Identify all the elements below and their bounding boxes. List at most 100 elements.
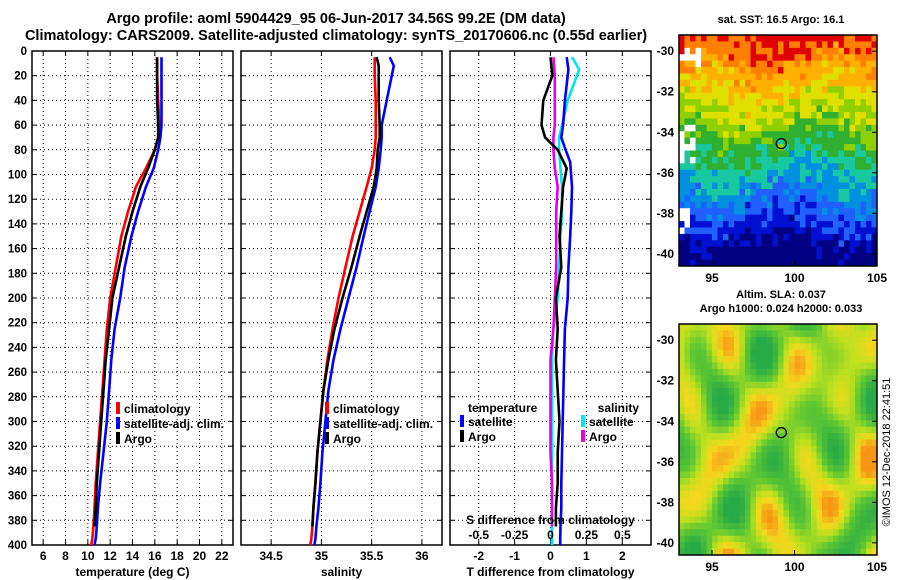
map-cell bbox=[750, 497, 757, 505]
map-cell bbox=[756, 118, 762, 126]
timestamp-stamp: ©IMOS 12-Dec-2018 22:41:51 bbox=[881, 378, 893, 527]
map-cell bbox=[855, 336, 861, 344]
map-cell bbox=[723, 394, 729, 402]
map-cell bbox=[772, 471, 779, 479]
map-cell bbox=[805, 189, 812, 196]
map-cell bbox=[827, 394, 834, 402]
map-cell bbox=[822, 201, 828, 209]
map-cell bbox=[844, 394, 850, 402]
map-cell bbox=[690, 86, 696, 94]
map-cell bbox=[701, 439, 707, 447]
map-cell bbox=[684, 54, 691, 62]
map-cell bbox=[833, 259, 839, 267]
map-cell bbox=[717, 60, 724, 68]
map-cell bbox=[761, 362, 768, 370]
map-cell bbox=[844, 413, 850, 421]
map-cell bbox=[827, 144, 834, 151]
map-cell bbox=[706, 118, 713, 126]
map-cell bbox=[717, 368, 724, 376]
map-cell bbox=[838, 60, 845, 68]
map-cell bbox=[822, 439, 828, 447]
map-cell bbox=[690, 253, 696, 260]
map-cell bbox=[756, 324, 762, 331]
map-cell bbox=[789, 240, 795, 248]
map-cell bbox=[723, 47, 729, 55]
map-cell bbox=[800, 99, 806, 106]
map-cell bbox=[690, 433, 696, 440]
map-cell bbox=[855, 368, 861, 376]
map-cell bbox=[701, 137, 707, 145]
map-cell bbox=[745, 227, 751, 235]
map-cell bbox=[789, 510, 795, 517]
map-cell bbox=[684, 92, 691, 100]
map-cell bbox=[772, 349, 779, 357]
map-cell bbox=[871, 426, 878, 434]
map-cell bbox=[706, 201, 713, 209]
map-cell bbox=[728, 35, 735, 42]
map-x-tick-label: 100 bbox=[784, 560, 804, 574]
map-cell bbox=[701, 240, 707, 248]
map-cell bbox=[701, 529, 707, 537]
map-cell bbox=[679, 221, 685, 228]
map-cell bbox=[794, 535, 801, 543]
map-cell bbox=[844, 510, 850, 517]
y-tick-label: 160 bbox=[8, 244, 27, 256]
map-cell bbox=[723, 465, 729, 472]
map-cell bbox=[827, 336, 834, 344]
map-cell bbox=[827, 79, 834, 87]
map-cell bbox=[860, 35, 867, 42]
map-cell bbox=[866, 478, 872, 485]
map-cell bbox=[772, 381, 779, 389]
map-cell bbox=[767, 169, 773, 177]
map-cell bbox=[866, 118, 872, 126]
map-cell bbox=[778, 401, 784, 408]
map-cell bbox=[827, 362, 834, 370]
map-cell bbox=[717, 458, 724, 466]
map-cell bbox=[734, 259, 740, 267]
map-cell bbox=[822, 246, 828, 254]
map-cell bbox=[739, 176, 746, 183]
map-cell bbox=[849, 137, 856, 145]
map-cell bbox=[811, 259, 817, 267]
map-cell bbox=[712, 150, 718, 158]
map-cell bbox=[706, 452, 713, 460]
map-cell bbox=[816, 35, 823, 42]
map-cell bbox=[739, 73, 746, 81]
map-cell bbox=[706, 330, 713, 338]
map-cell bbox=[734, 497, 740, 505]
map-cell bbox=[838, 426, 845, 434]
map-cell bbox=[690, 233, 696, 241]
map-cell bbox=[800, 401, 806, 408]
map-cell bbox=[734, 381, 740, 389]
map-cell bbox=[849, 214, 856, 222]
y-tick-label: 320 bbox=[8, 441, 27, 453]
map-cell bbox=[712, 60, 718, 68]
map-cell bbox=[750, 79, 757, 87]
map-cell bbox=[706, 221, 713, 228]
map-cell bbox=[811, 478, 817, 485]
map-cell bbox=[734, 118, 740, 126]
map-cell bbox=[833, 41, 839, 49]
map-cell bbox=[734, 131, 740, 139]
map-cell bbox=[822, 394, 828, 402]
y-tick-label: 60 bbox=[14, 120, 27, 132]
map-cell bbox=[717, 189, 724, 196]
map-cell bbox=[855, 99, 861, 106]
map-cell bbox=[745, 478, 751, 485]
map-cell bbox=[717, 54, 724, 62]
map-cell bbox=[816, 73, 823, 81]
map-cell bbox=[695, 163, 702, 171]
map-cell bbox=[712, 208, 718, 216]
map-cell bbox=[756, 458, 762, 466]
map-cell bbox=[712, 458, 718, 466]
map-cell bbox=[794, 35, 801, 42]
map-cell bbox=[789, 381, 795, 389]
map-cell bbox=[800, 240, 806, 248]
map-cell bbox=[822, 445, 828, 453]
map-cell bbox=[734, 452, 740, 460]
map-cell bbox=[750, 330, 757, 338]
map-cell bbox=[838, 445, 845, 453]
map-cell bbox=[745, 240, 751, 248]
map-cell bbox=[838, 259, 845, 267]
map-cell bbox=[679, 86, 685, 94]
